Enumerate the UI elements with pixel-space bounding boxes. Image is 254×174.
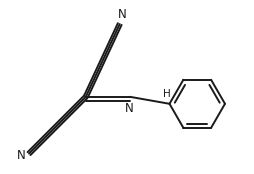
Text: N: N	[118, 8, 126, 21]
Text: N: N	[17, 149, 26, 161]
Text: H: H	[163, 89, 170, 99]
Text: N: N	[125, 102, 134, 114]
